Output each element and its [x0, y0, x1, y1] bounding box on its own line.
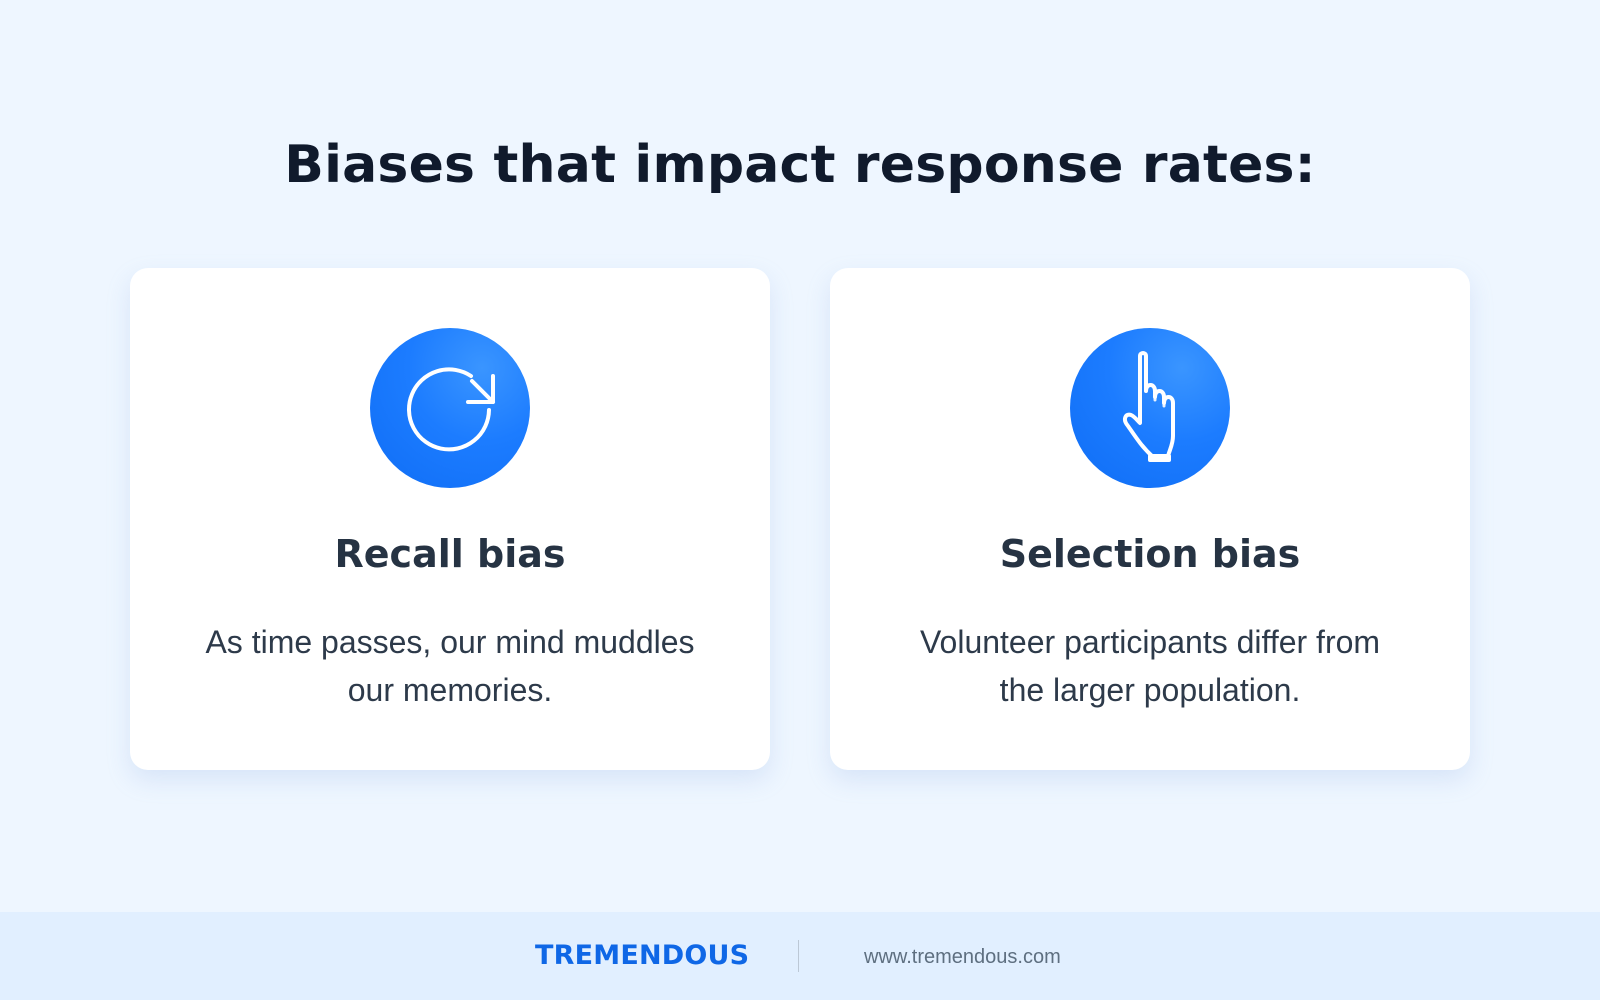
brand-logo: TREMENDOUS: [535, 940, 750, 971]
footer-divider: [798, 940, 799, 972]
card-description-line: Volunteer participants differ from: [919, 624, 1381, 660]
website-url: www.tremendous.com: [864, 946, 1061, 968]
card-description: Volunteer participants differ from the l…: [870, 618, 1430, 714]
card-title: Recall bias: [334, 532, 566, 576]
recall-icon: [370, 328, 530, 488]
card-description: As time passes, our mind muddles our mem…: [170, 618, 730, 714]
card-selection-bias: Selection bias Volunteer participants di…: [830, 268, 1470, 770]
page-title: Biases that impact response rates:: [284, 134, 1316, 195]
card-description-line: our memories.: [347, 672, 553, 708]
card-description-line: As time passes, our mind muddles: [205, 624, 695, 660]
card-description-line: the larger population.: [999, 672, 1301, 708]
footer: TREMENDOUS www.tremendous.com: [0, 912, 1600, 1000]
card-recall-bias: Recall bias As time passes, our mind mud…: [130, 268, 770, 770]
pointing-hand-icon: [1070, 328, 1230, 488]
card-title: Selection bias: [999, 532, 1301, 576]
